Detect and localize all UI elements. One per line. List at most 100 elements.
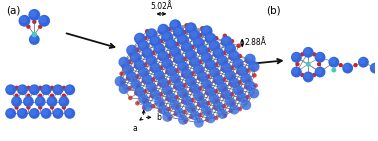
Circle shape [198, 33, 203, 38]
Circle shape [193, 37, 204, 49]
Circle shape [20, 16, 27, 23]
Circle shape [166, 70, 170, 75]
Circle shape [175, 95, 179, 100]
Circle shape [206, 101, 211, 105]
Circle shape [160, 102, 164, 106]
Circle shape [30, 109, 36, 116]
Circle shape [187, 104, 193, 110]
Circle shape [175, 25, 180, 29]
Circle shape [41, 84, 51, 95]
Circle shape [316, 68, 322, 74]
Circle shape [150, 41, 154, 45]
Circle shape [175, 55, 181, 61]
Circle shape [143, 101, 153, 112]
Circle shape [139, 95, 146, 101]
Circle shape [170, 46, 181, 58]
Circle shape [194, 91, 204, 101]
Circle shape [167, 54, 171, 58]
Circle shape [160, 75, 164, 80]
Circle shape [163, 59, 169, 66]
Circle shape [312, 73, 316, 77]
Circle shape [138, 67, 149, 78]
Circle shape [178, 88, 188, 98]
Circle shape [39, 16, 46, 23]
Circle shape [199, 99, 205, 106]
Circle shape [207, 114, 213, 120]
Circle shape [151, 91, 158, 97]
Circle shape [234, 86, 240, 92]
Circle shape [210, 41, 217, 48]
Circle shape [190, 98, 195, 103]
Circle shape [174, 58, 178, 63]
Circle shape [198, 113, 203, 117]
Circle shape [135, 86, 145, 97]
Circle shape [238, 67, 245, 73]
Circle shape [223, 87, 227, 91]
Circle shape [195, 119, 201, 125]
Circle shape [183, 57, 187, 61]
Circle shape [119, 83, 129, 94]
Circle shape [183, 43, 189, 50]
Circle shape [195, 92, 201, 98]
Circle shape [177, 34, 189, 46]
Circle shape [38, 86, 42, 90]
Circle shape [174, 32, 178, 36]
Circle shape [53, 84, 64, 95]
Circle shape [194, 38, 201, 45]
Circle shape [167, 27, 171, 32]
Circle shape [146, 28, 157, 40]
Text: (b): (b) [266, 5, 280, 15]
Circle shape [29, 34, 40, 45]
Circle shape [225, 70, 236, 81]
Circle shape [166, 39, 177, 50]
Circle shape [183, 66, 188, 71]
Circle shape [249, 61, 260, 72]
Circle shape [205, 86, 216, 97]
Circle shape [213, 106, 217, 110]
Circle shape [303, 71, 314, 82]
Circle shape [205, 38, 209, 42]
Circle shape [317, 62, 321, 66]
Circle shape [174, 54, 185, 65]
Circle shape [150, 94, 154, 98]
Circle shape [6, 109, 13, 116]
Circle shape [222, 77, 226, 82]
Circle shape [23, 96, 34, 107]
Circle shape [214, 103, 221, 109]
Circle shape [162, 85, 173, 95]
Circle shape [151, 37, 158, 44]
Circle shape [42, 85, 48, 92]
Circle shape [48, 97, 54, 104]
Circle shape [166, 97, 170, 101]
Circle shape [62, 105, 66, 110]
Circle shape [209, 67, 220, 78]
Circle shape [245, 95, 250, 100]
Circle shape [158, 55, 162, 60]
Circle shape [225, 43, 236, 55]
Circle shape [159, 66, 163, 70]
Circle shape [129, 53, 134, 57]
Circle shape [26, 93, 31, 98]
Circle shape [59, 97, 66, 104]
Circle shape [342, 63, 353, 73]
Circle shape [187, 77, 193, 83]
Circle shape [17, 108, 28, 119]
Circle shape [127, 60, 132, 64]
Circle shape [144, 99, 148, 103]
Circle shape [237, 92, 247, 103]
Circle shape [183, 96, 189, 103]
Circle shape [217, 82, 228, 93]
Circle shape [226, 44, 232, 51]
Circle shape [222, 51, 226, 55]
Circle shape [167, 90, 172, 94]
Circle shape [167, 40, 174, 47]
Text: b: b [156, 113, 161, 122]
Circle shape [135, 101, 139, 105]
Circle shape [291, 67, 302, 77]
Circle shape [163, 86, 169, 92]
Circle shape [170, 100, 180, 110]
Circle shape [155, 44, 162, 51]
Circle shape [234, 59, 240, 66]
Circle shape [120, 85, 126, 91]
Circle shape [197, 72, 208, 82]
